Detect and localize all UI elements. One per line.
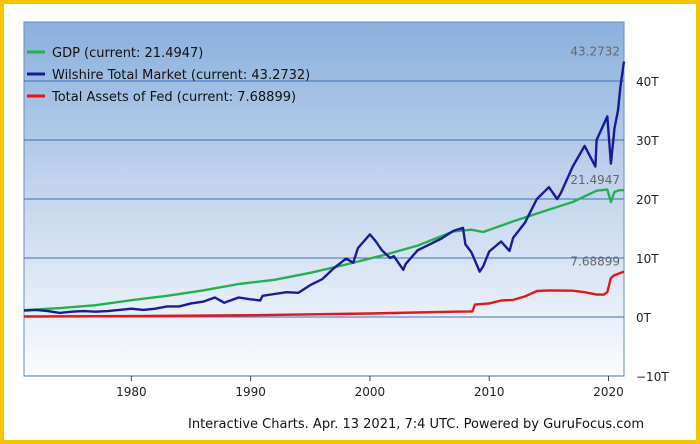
y-tick-label: 0T (636, 311, 652, 325)
legend[interactable]: GDP (current: 21.4947) Wilshire Total Mar… (27, 46, 310, 105)
x-tick-label: 1990 (235, 385, 266, 399)
y-tick-label: 20T (636, 193, 659, 207)
legend-item[interactable]: Wilshire Total Market (current: 43.2732) (52, 68, 310, 83)
y-axis: 40T 30T 20T 10T 0T −10T (636, 75, 669, 384)
y-tick-label: −10T (636, 370, 669, 384)
y-tick-label: 40T (636, 75, 659, 89)
x-tick-label: 2010 (474, 385, 505, 399)
y-tick-label: 30T (636, 134, 659, 148)
series-end-label: 7.68899 (570, 255, 620, 269)
series-end-label: 43.2732 (570, 45, 620, 59)
end-labels: 21.4947 43.2732 7.68899 (570, 45, 620, 269)
x-tick-label: 2000 (355, 385, 386, 399)
series-lines (23, 61, 626, 318)
series-line[interactable] (23, 188, 624, 312)
chart-frame: 40T 30T 20T 10T 0T −10T 1980 1990 2000 2010 2020 … (4, 4, 696, 440)
y-tick-label: 10T (636, 252, 659, 266)
legend-item[interactable]: Total Assets of Fed (current: 7.68899) (51, 90, 296, 105)
x-axis: 1980 1990 2000 2010 2020 (116, 376, 624, 399)
chart-footer: Interactive Charts. Apr. 13 2021, 7:4 UT… (188, 417, 644, 432)
series-line[interactable] (23, 270, 625, 318)
series-line[interactable] (23, 61, 626, 315)
x-tick-label: 1980 (116, 385, 147, 399)
series-end-label: 21.4947 (570, 173, 620, 187)
x-tick-label: 2020 (593, 385, 624, 399)
legend-item[interactable]: GDP (current: 21.4947) (52, 46, 203, 61)
